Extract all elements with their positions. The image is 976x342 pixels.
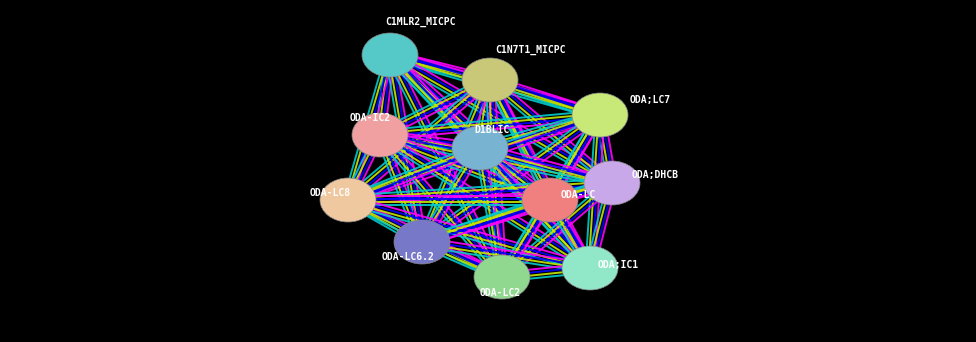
Ellipse shape [452,126,508,170]
Ellipse shape [394,220,450,264]
Ellipse shape [362,33,418,77]
Ellipse shape [522,178,578,222]
Ellipse shape [352,113,408,157]
Text: C1MLR2_MICPC: C1MLR2_MICPC [385,17,455,27]
Ellipse shape [462,58,518,102]
Text: ODA-LC8: ODA-LC8 [309,188,350,198]
Ellipse shape [572,93,628,137]
Text: ODA;LC7: ODA;LC7 [630,95,671,105]
Text: ODA;IC1: ODA;IC1 [597,260,638,270]
Ellipse shape [474,255,530,299]
Ellipse shape [320,178,376,222]
Text: D1BLIC: D1BLIC [474,125,509,135]
Text: C1N7T1_MICPC: C1N7T1_MICPC [495,45,565,55]
Ellipse shape [562,246,618,290]
Text: ODA-LC2: ODA-LC2 [479,288,520,298]
Text: ODA-LC: ODA-LC [560,190,595,200]
Text: ODA-IC2: ODA-IC2 [349,113,390,123]
Ellipse shape [584,161,640,205]
Text: ODA-LC6.2: ODA-LC6.2 [382,252,434,262]
Text: ODA;DHCB: ODA;DHCB [631,170,678,180]
